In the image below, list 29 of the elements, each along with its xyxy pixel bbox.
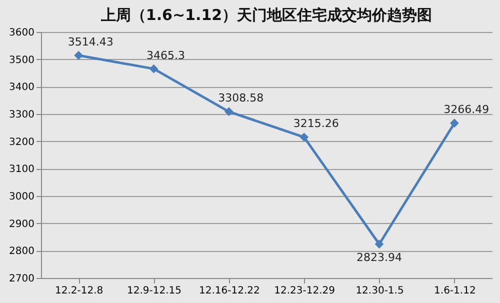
data-label: 3465.3 — [146, 48, 185, 62]
data-label: 3514.43 — [68, 35, 114, 48]
y-tick-label: 3400 — [9, 82, 34, 94]
point — [300, 132, 309, 142]
y-tick-label: 2700 — [9, 274, 34, 284]
point — [74, 50, 84, 60]
y-tick-label: 3100 — [9, 164, 34, 176]
point — [224, 107, 234, 116]
data-label: 3266.49 — [444, 103, 490, 116]
data-label: 3308.58 — [218, 92, 264, 105]
point — [149, 64, 158, 74]
point — [450, 118, 459, 128]
x-tick-label: 1.6-1.12 — [434, 286, 476, 296]
data-label: 3215.26 — [293, 117, 339, 130]
y-tick-label: 2800 — [9, 246, 34, 258]
x-tick-label: 12.30-1.5 — [356, 286, 404, 296]
x-tick-label: 12.9-12.15 — [126, 286, 182, 296]
x-tick-label: 12.16-12.22 — [198, 286, 260, 296]
y-tick-label: 3000 — [9, 192, 34, 202]
data-label: 2823.94 — [356, 251, 402, 264]
chart-title: 上周（1.6~1.12）天门地区住宅成交均价趋势图 — [100, 6, 432, 24]
point — [374, 240, 384, 249]
y-tick-label: 3200 — [9, 136, 34, 148]
y-tick-label: 3500 — [9, 54, 34, 66]
x-tick-label: 12.23-12.29 — [274, 286, 336, 296]
y-tick-label: 3300 — [9, 110, 34, 120]
y-tick-label: 3600 — [9, 28, 34, 38]
y-tick-label: 2900 — [9, 218, 34, 230]
x-tick-label: 12.2-12.8 — [55, 286, 104, 296]
